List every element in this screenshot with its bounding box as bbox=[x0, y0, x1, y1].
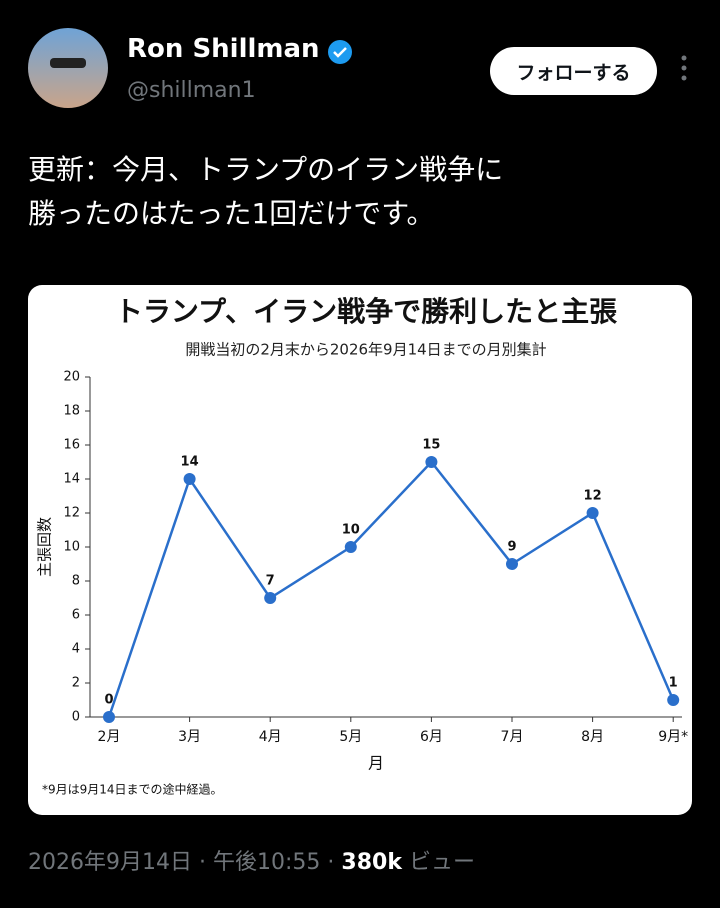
chart: トランプ、イラン戦争で勝利したと主張 開戦当初の2月末から2026年9月14日ま… bbox=[28, 285, 692, 815]
date: 2026年9月14日 bbox=[28, 850, 192, 875]
data-label: 10 bbox=[342, 523, 360, 538]
user-handle[interactable]: @shillman1 bbox=[127, 78, 256, 103]
views-label: ビュー bbox=[408, 850, 475, 875]
more-menu[interactable] bbox=[681, 55, 687, 81]
avatar-glasses bbox=[50, 58, 86, 68]
y-tick-label: 12 bbox=[63, 506, 80, 521]
x-axis-label: 月 bbox=[368, 754, 384, 773]
data-label: 14 bbox=[181, 455, 199, 470]
x-tick-label: 9月* bbox=[658, 729, 688, 745]
x-tick-label: 5月 bbox=[339, 729, 362, 745]
tweet-footer: 2026年9月14日 · 午後10:55 · 380k ビュー bbox=[28, 844, 475, 876]
data-point bbox=[506, 558, 518, 570]
data-label: 7 bbox=[266, 574, 275, 589]
x-tick-label: 8月 bbox=[581, 729, 604, 745]
chart-note: *9月は9月14日までの途中経過。 bbox=[42, 782, 223, 797]
y-tick-label: 10 bbox=[63, 540, 80, 555]
data-point bbox=[425, 456, 438, 468]
separator: · bbox=[327, 850, 335, 875]
data-point bbox=[586, 507, 599, 519]
y-tick-label: 8 bbox=[72, 574, 80, 589]
y-tick-label: 18 bbox=[63, 404, 80, 419]
data-point bbox=[264, 592, 277, 604]
x-tick-label: 3月 bbox=[178, 729, 201, 745]
data-point bbox=[667, 694, 680, 706]
data-label: 15 bbox=[422, 438, 440, 453]
data-label: 9 bbox=[507, 540, 516, 555]
data-line bbox=[107, 460, 675, 718]
data-label: 0 bbox=[104, 693, 113, 708]
y-tick-label: 6 bbox=[72, 608, 80, 623]
tweet-text: 勝ったのはたった1回だけです。 bbox=[28, 197, 435, 230]
x-tick-label: 7月 bbox=[501, 729, 524, 745]
y-axis-label: 主張回数 bbox=[36, 517, 54, 577]
y-tick-label: 20 bbox=[63, 370, 80, 385]
x-tick-label: 2月 bbox=[98, 729, 121, 745]
data-point bbox=[344, 541, 357, 553]
header-graphics bbox=[28, 28, 687, 108]
y-tick-label: 4 bbox=[72, 642, 80, 657]
data-label: 1 bbox=[669, 676, 678, 691]
separator: · bbox=[198, 850, 206, 875]
view-count: 380k bbox=[341, 850, 402, 875]
data-point bbox=[183, 473, 196, 485]
follow-button[interactable]: フォローする bbox=[490, 47, 657, 95]
time: 午後10:55 bbox=[212, 850, 321, 875]
chart-card bbox=[28, 285, 692, 815]
chart-title: トランプ、イラン戦争で勝利したと主張 bbox=[115, 295, 617, 328]
y-tick-label: 2 bbox=[72, 676, 80, 691]
user-name[interactable]: Ron Shillman bbox=[127, 34, 320, 64]
verified-badge bbox=[328, 40, 352, 64]
x-tick-label: 4月 bbox=[259, 729, 282, 745]
y-tick-label: 16 bbox=[63, 438, 80, 453]
y-tick-label: 14 bbox=[63, 472, 80, 487]
x-tick-label: 6月 bbox=[420, 729, 443, 745]
tweet-text: 更新：今月、トランプのイラン戦争に bbox=[28, 153, 504, 186]
y-tick-label: 0 bbox=[72, 710, 80, 725]
chart-subtitle: 開戦当初の2月末から2026年9月14日までの月別集計 bbox=[185, 341, 546, 359]
data-point bbox=[103, 711, 115, 723]
data-label: 12 bbox=[584, 489, 602, 504]
